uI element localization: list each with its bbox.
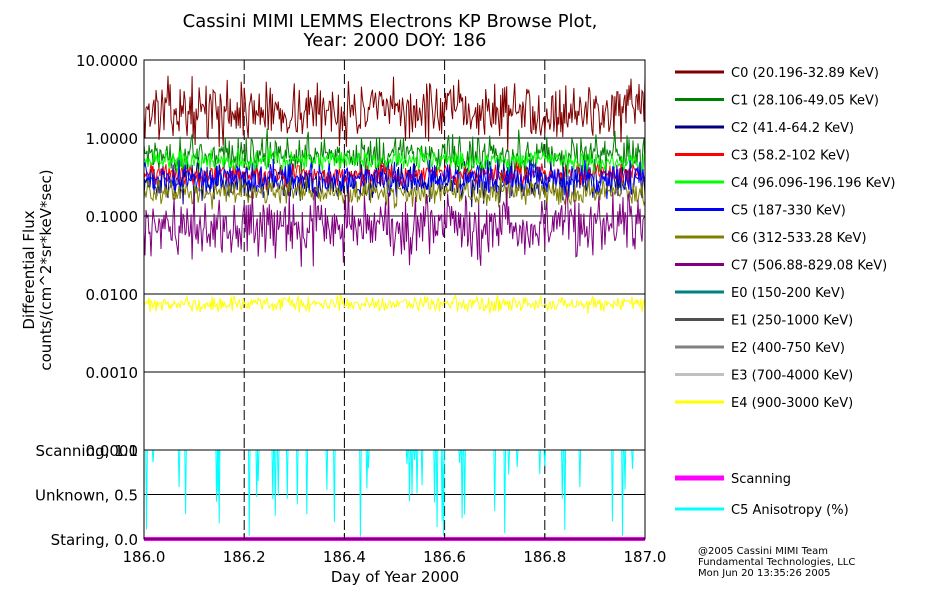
legend-label: C0 (20.196-32.89 KeV) xyxy=(731,66,879,81)
series-line-c3 xyxy=(143,160,646,190)
credit-line-2: Fundamental Technologies, LLC xyxy=(698,557,855,568)
x-tick-label: 186.8 xyxy=(523,548,566,566)
legend-label: C7 (506.88-829.08 KeV) xyxy=(731,259,887,274)
legend-label: E3 (700-4000 KeV) xyxy=(731,369,853,384)
x-tick-label: 186.4 xyxy=(323,548,366,566)
x-tick-label: 187.0 xyxy=(624,548,667,566)
x-axis-label: Day of Year 2000 xyxy=(331,568,459,586)
credit-line-1: @2005 Cassini MIMI Team xyxy=(698,546,828,557)
upper-series xyxy=(143,75,646,315)
lower-panel-frame xyxy=(143,449,646,540)
upper-y-tick-labels: 10.0000 1.0000 0.1000 0.0100 0.0010 0.0001 xyxy=(76,52,150,460)
legend-label: C6 (312-533.28 KeV) xyxy=(731,231,867,246)
credit-line-3: Mon Jun 20 13:35:26 2005 xyxy=(698,568,831,579)
lower-y-tick-label: Scanning, 1.0 xyxy=(35,442,138,460)
legend-label: C5 Anisotropy (%) xyxy=(731,503,849,518)
legend-label: E0 (150-200 KeV) xyxy=(731,286,845,301)
series-line-e4 xyxy=(143,294,646,315)
series-line-c6 xyxy=(143,175,646,210)
legend-label: C4 (96.096-196.196 KeV) xyxy=(731,176,895,191)
legend-label: Scanning xyxy=(731,472,791,487)
y-axis-label-line-2: counts/(cm^2*sr*keV*sec) xyxy=(37,169,55,370)
upper-y-tick-label: 1.0000 xyxy=(86,130,139,148)
upper-y-tick-label: 10.0000 xyxy=(76,52,138,70)
chart-title-line-2: Year: 2000 DOY: 186 xyxy=(303,30,487,51)
y-axis-label-line-1: Differential Flux xyxy=(20,210,38,329)
lower-y-tick-labels: Scanning, 1.0 Unknown, 0.5 Staring, 0.0 xyxy=(35,442,138,549)
x-tick-label: 186.2 xyxy=(223,548,266,566)
x-tick-label: 186.0 xyxy=(123,548,166,566)
legend-label: C3 (58.2-102 KeV) xyxy=(731,149,850,164)
series-line-c4 xyxy=(143,147,646,176)
legend-label: E2 (400-750 KeV) xyxy=(731,341,845,356)
legend-label: E4 (900-3000 KeV) xyxy=(731,396,853,411)
upper-y-tick-label: 0.0010 xyxy=(86,364,139,382)
legend-label: C2 (41.4-64.2 KeV) xyxy=(731,121,854,136)
chart-title-line-1: Cassini MIMI LEMMS Electrons KP Browse P… xyxy=(183,11,598,32)
legend-label: E1 (250-1000 KeV) xyxy=(731,314,853,329)
lower-y-tick-label: Unknown, 0.5 xyxy=(35,487,138,505)
upper-y-tick-label: 0.0001 xyxy=(86,442,139,460)
upper-y-tick-label: 0.0100 xyxy=(86,286,139,304)
series-line-c7 xyxy=(143,186,646,267)
legend-label: C5 (187-330 KeV) xyxy=(731,204,846,219)
lower-y-tick-label: Staring, 0.0 xyxy=(51,531,138,549)
series-line-c1 xyxy=(143,128,646,177)
series-line-c5-anisotropy xyxy=(144,449,645,538)
legend: C0 (20.196-32.89 KeV) C1 (28.106-49.05 Ke… xyxy=(675,66,895,518)
x-tick-label: 186.6 xyxy=(423,548,466,566)
upper-y-tick-label: 0.1000 xyxy=(86,208,139,226)
series-line-c0 xyxy=(143,75,646,152)
x-tick-labels: 186.0 186.2 186.4 186.6 186.8 187.0 xyxy=(123,533,667,566)
legend-label: C1 (28.106-49.05 KeV) xyxy=(731,94,879,109)
